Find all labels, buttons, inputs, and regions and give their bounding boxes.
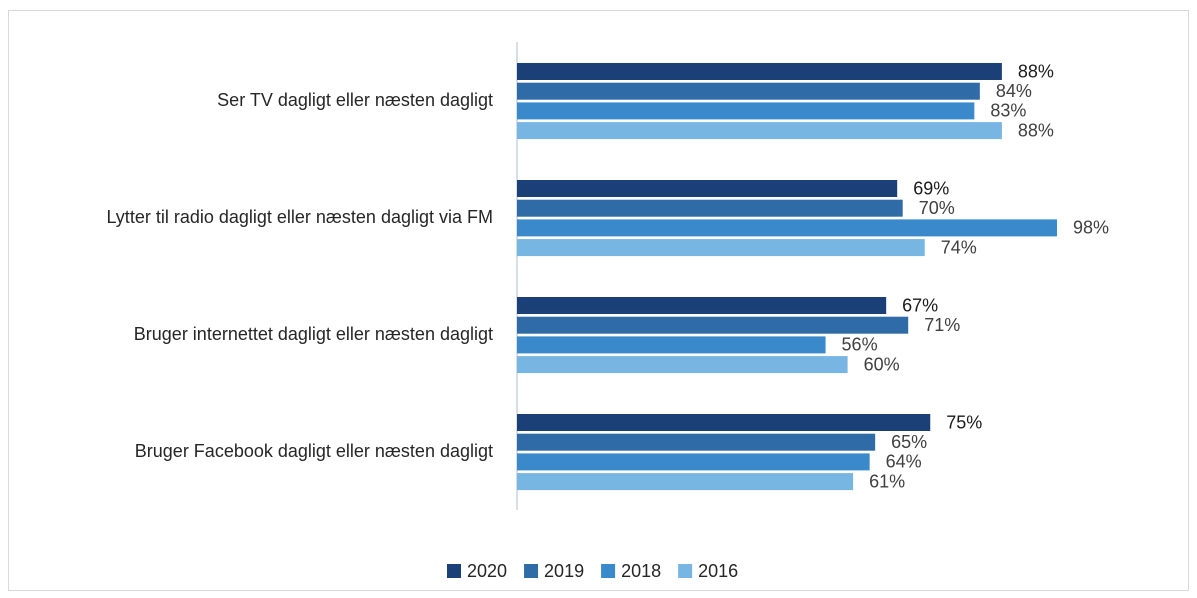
value-label: 64%: [886, 452, 922, 472]
category-label: Bruger Facebook dagligt eller næsten dag…: [135, 441, 493, 461]
bar: [517, 414, 931, 431]
legend-label: 2019: [544, 561, 584, 581]
value-label: 70%: [919, 198, 955, 218]
value-label: 74%: [941, 237, 977, 257]
value-label: 83%: [990, 101, 1026, 121]
value-label: 69%: [913, 178, 949, 198]
value-label: 56%: [842, 335, 878, 355]
bar: [517, 336, 826, 354]
bar: [517, 219, 1057, 237]
bar: [517, 297, 887, 314]
value-label: 65%: [891, 432, 927, 452]
value-label: 88%: [1018, 61, 1054, 81]
legend-label: 2020: [467, 561, 507, 581]
value-label: 61%: [869, 471, 905, 491]
bar: [517, 356, 848, 374]
legend-swatch: [678, 564, 693, 578]
bar: [517, 473, 854, 491]
bar: [517, 180, 898, 197]
value-label: 71%: [924, 315, 960, 335]
legend-label: 2018: [621, 561, 661, 581]
bar: [517, 316, 909, 334]
bar: [517, 122, 1002, 140]
value-label: 67%: [902, 295, 938, 315]
chart-border: [8, 10, 1189, 591]
bar: [517, 102, 975, 120]
bar: [517, 82, 980, 100]
legend-swatch: [524, 564, 539, 578]
legend-swatch: [601, 564, 616, 578]
value-label: 60%: [864, 354, 900, 374]
bar: [517, 453, 870, 471]
value-label: 98%: [1073, 218, 1109, 238]
bar: [517, 239, 925, 257]
value-label: 88%: [1018, 120, 1054, 140]
bar: [517, 433, 876, 451]
category-label: Ser TV dagligt eller næsten dagligt: [217, 90, 493, 110]
category-label: Lytter til radio dagligt eller næsten da…: [106, 207, 493, 227]
legend-swatch: [447, 564, 461, 578]
bar: [517, 199, 903, 217]
value-label: 84%: [996, 81, 1032, 101]
legend-label: 2016: [698, 561, 738, 581]
category-label: Bruger internettet dagligt eller næsten …: [134, 324, 493, 344]
bar: [517, 63, 1002, 80]
value-label: 75%: [946, 412, 982, 432]
